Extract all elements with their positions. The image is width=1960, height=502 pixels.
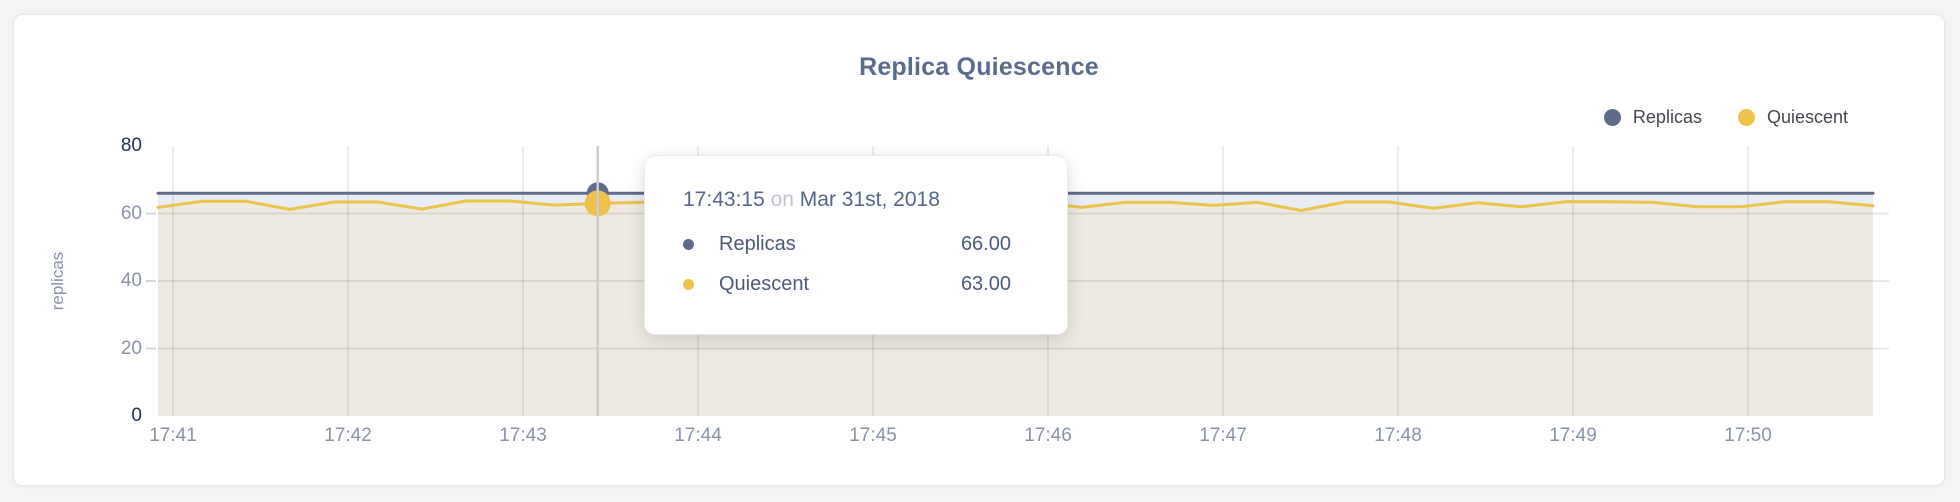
y-tick-label: 80 [120,135,142,156]
x-tick-label: 17:48 [1374,425,1422,446]
y-tick-label: 0 [131,405,142,426]
legend-item-replicas[interactable]: Replicas [1603,107,1702,128]
series-dot-icon [683,278,694,290]
legend-label: Quiescent [1766,107,1848,127]
legend-label: Replicas [1632,107,1702,127]
y-tick-label: 20 [120,337,142,359]
x-tick-label: 17:49 [1549,425,1597,446]
x-tick-label: 17:41 [149,425,197,446]
tooltip-series-name: Replicas [719,232,796,255]
legend-item-quiescent[interactable]: Quiescent [1737,107,1848,128]
tooltip-series-name: Quiescent [719,272,810,295]
x-tick-label: 17:50 [1724,425,1772,446]
tooltip-series-value: 66.00 [960,232,1011,255]
tooltip-conjunction: on [770,188,794,211]
legend-marker-icon [1603,109,1621,126]
legend: Replicas Quiescent [1603,107,1848,128]
tooltip-header: 17:43:15 on Mar 31st, 2018 [683,184,1011,216]
tooltip-row-replicas: Replicas 66.00 [683,224,1011,264]
tooltip-row-quiescent: Quiescent 63.00 [683,264,1011,304]
tooltip-date: Mar 31st, 2018 [799,188,940,211]
legend-marker-icon [1737,109,1755,126]
x-tick-label: 17:44 [674,425,722,446]
tooltip-rows: Replicas 66.00 Quiescent 63.00 [683,224,1011,304]
y-tick-label: 60 [120,202,142,224]
y-tick-label: 40 [120,270,142,291]
x-tick-label: 17:42 [324,425,372,446]
tooltip-time: 17:43:15 [683,188,765,211]
x-tick-label: 17:45 [849,425,897,446]
x-tick-label: 17:47 [1199,425,1247,446]
chart-title: Replica Quiescence [859,53,1099,81]
tooltip-series-value: 63.00 [960,272,1011,295]
chart-tooltip: 17:43:15 on Mar 31st, 2018 Replicas 66.00… [644,155,1068,335]
chart-card: Replica Quiescence Replicas Quiescent rep… [13,14,1945,486]
y-axis-title: replicas [48,251,67,311]
x-tick-label: 17:43 [499,425,547,446]
series-dot-icon [683,238,694,250]
x-tick-label: 17:46 [1024,425,1072,446]
